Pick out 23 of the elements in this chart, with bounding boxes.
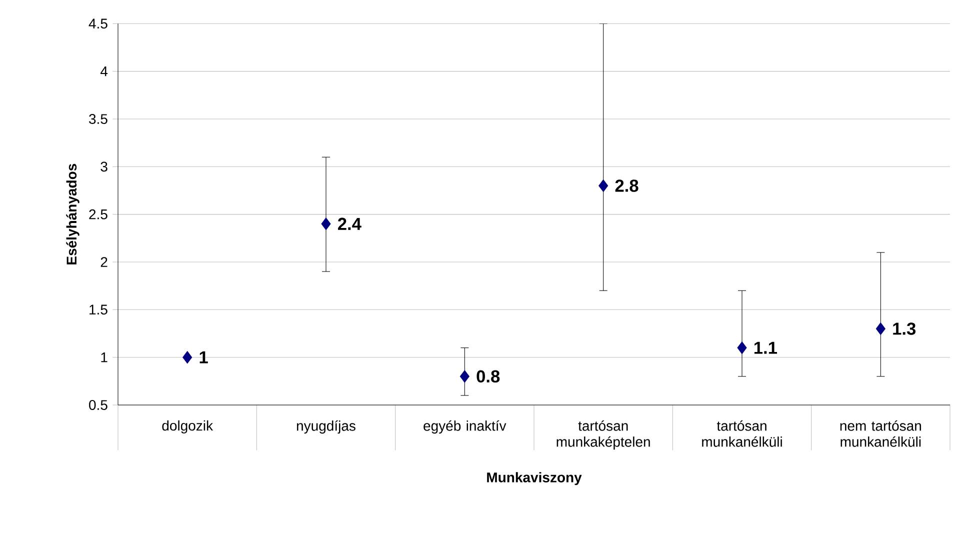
y-tick-label: 2.5 [89, 209, 108, 220]
y-tick-label: 0.5 [89, 400, 108, 410]
data-label: 1.3 [893, 322, 916, 335]
y-tick-label: 2 [100, 257, 108, 267]
data-label: 2.8 [615, 180, 638, 192]
data-label: 1 [200, 351, 208, 364]
y-tick-label: 4.5 [88, 18, 108, 29]
x-tick-label: nyugdíjas [296, 420, 356, 434]
y-axis-title: Esélyhányados [66, 164, 80, 264]
y-tick-label: 4 [100, 66, 108, 76]
x-axis-title: Munkaviszony [487, 472, 582, 486]
x-tick-label: dolgozik [162, 420, 214, 434]
data-label: 2.4 [338, 218, 362, 230]
y-tick-label: 3 [100, 162, 108, 172]
data-label: 0.8 [476, 370, 500, 383]
y-tick-label: 3.5 [89, 114, 108, 124]
data-label: 1.1 [754, 342, 777, 354]
x-tick-label: nem tartósan munkanélküli [840, 420, 921, 447]
x-tick-label: tartósan munkaképtelen [556, 420, 650, 450]
x-tick-label: egyéb inaktív [424, 420, 506, 434]
y-tick-label: 1 [101, 352, 108, 362]
y-tick-label: 1.5 [90, 304, 108, 315]
x-tick-label: tartósan munkanélküli [702, 420, 782, 447]
